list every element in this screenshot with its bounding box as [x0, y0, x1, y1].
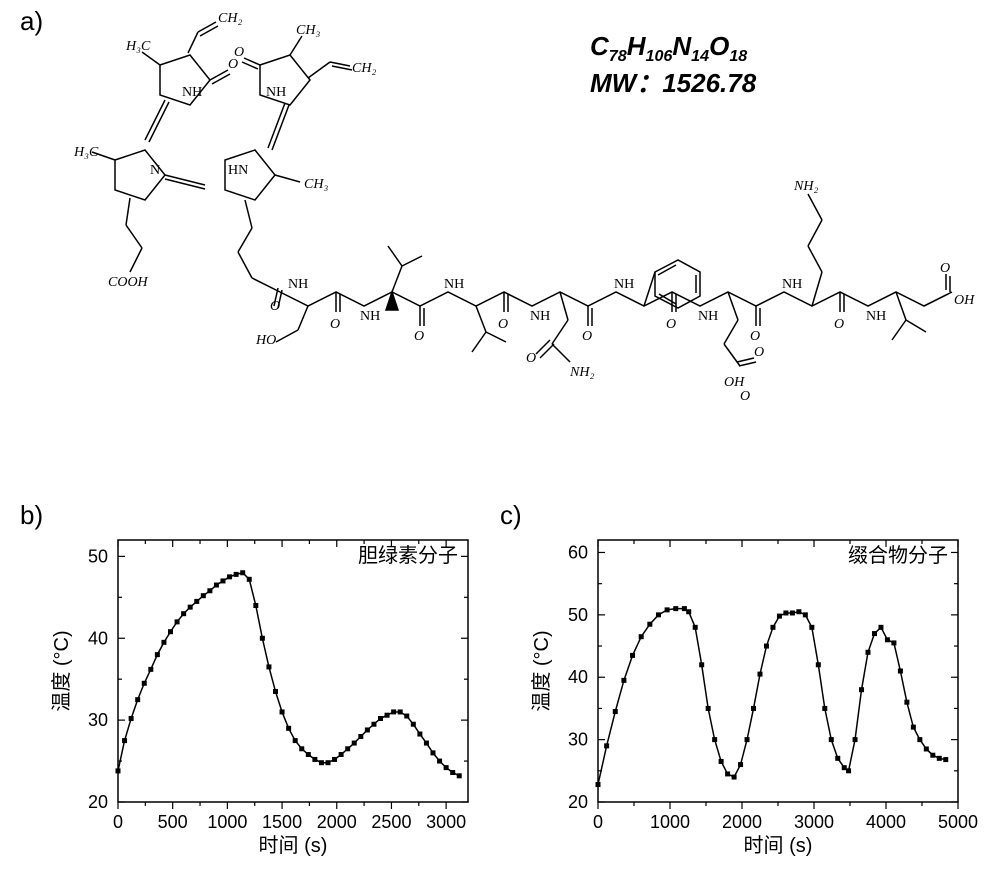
svg-text:1500: 1500	[262, 812, 302, 832]
svg-text:O: O	[666, 317, 676, 332]
svg-text:COOH: COOH	[108, 275, 149, 290]
chemical-structure: H₃C CH₃ CH₂ CH₂ H₃C CH₃ OO NH NH N HN CO…	[30, 10, 990, 495]
svg-text:O: O	[270, 299, 280, 314]
svg-text:30: 30	[88, 710, 108, 730]
svg-text:O: O	[750, 329, 760, 344]
svg-text:OH: OH	[724, 375, 745, 390]
svg-text:20: 20	[568, 792, 588, 812]
svg-text:NH: NH	[444, 277, 464, 292]
svg-text:1000: 1000	[207, 812, 247, 832]
svg-text:O: O	[740, 389, 750, 404]
svg-text:NH: NH	[782, 277, 802, 292]
svg-text:H₃C: H₃C	[73, 145, 99, 160]
svg-text:40: 40	[568, 667, 588, 687]
svg-text:OH: OH	[954, 293, 975, 308]
svg-text:O: O	[834, 317, 844, 332]
chart-b: 0 500 1000 1500 2000 2500 3000 20 30 40 50 时间 (s) 温度…	[50, 530, 480, 860]
svg-text:5000: 5000	[938, 812, 978, 832]
svg-text:NH₂: NH₂	[569, 365, 594, 380]
svg-text:0: 0	[113, 812, 123, 832]
svg-text:4000: 4000	[866, 812, 906, 832]
svg-text:50: 50	[568, 605, 588, 625]
svg-text:O: O	[234, 45, 244, 60]
svg-text:胆绿素分子: 胆绿素分子	[358, 544, 458, 567]
svg-text:0: 0	[593, 812, 603, 832]
svg-text:NH: NH	[698, 309, 718, 324]
svg-text:温度 (°C): 温度 (°C)	[50, 630, 73, 711]
svg-text:时间 (s): 时间 (s)	[259, 834, 328, 857]
svg-text:温度 (°C): 温度 (°C)	[530, 630, 553, 711]
svg-text:缀合物分子: 缀合物分子	[848, 544, 948, 567]
svg-text:40: 40	[88, 628, 108, 648]
svg-text:2000: 2000	[317, 812, 357, 832]
svg-text:20: 20	[88, 792, 108, 812]
svg-text:CH₃: CH₃	[304, 177, 328, 192]
svg-text:60: 60	[568, 542, 588, 562]
svg-text:O: O	[414, 329, 424, 344]
svg-text:NH: NH	[614, 277, 634, 292]
svg-text:O: O	[582, 329, 592, 344]
svg-text:NH: NH	[530, 309, 550, 324]
svg-text:2500: 2500	[371, 812, 411, 832]
svg-text:HO: HO	[255, 333, 276, 348]
svg-text:CH₂: CH₂	[352, 61, 376, 76]
svg-text:时间 (s): 时间 (s)	[744, 834, 813, 857]
svg-text:N: N	[150, 163, 160, 178]
svg-text:NH: NH	[866, 309, 886, 324]
svg-text:30: 30	[568, 730, 588, 750]
svg-text:O: O	[754, 345, 764, 360]
svg-text:1000: 1000	[650, 812, 690, 832]
svg-text:NH: NH	[182, 85, 202, 100]
svg-text:NH₂: NH₂	[793, 179, 818, 194]
svg-text:O: O	[940, 261, 950, 276]
svg-text:CH₂: CH₂	[218, 11, 242, 26]
svg-text:H₃C: H₃C	[125, 39, 151, 54]
svg-text:NH: NH	[360, 309, 380, 324]
svg-text:NH: NH	[288, 277, 308, 292]
svg-text:50: 50	[88, 546, 108, 566]
svg-text:3000: 3000	[794, 812, 834, 832]
svg-text:O: O	[330, 317, 340, 332]
svg-text:NH: NH	[266, 85, 286, 100]
svg-text:O: O	[498, 317, 508, 332]
chart-c: 0100020003000400050002030405060时间 (s)温度 …	[530, 530, 970, 860]
svg-text:500: 500	[158, 812, 188, 832]
svg-text:O: O	[526, 351, 536, 366]
svg-text:3000: 3000	[426, 812, 466, 832]
svg-text:2000: 2000	[722, 812, 762, 832]
svg-text:HN: HN	[228, 163, 248, 178]
svg-text:CH₃: CH₃	[296, 23, 320, 38]
